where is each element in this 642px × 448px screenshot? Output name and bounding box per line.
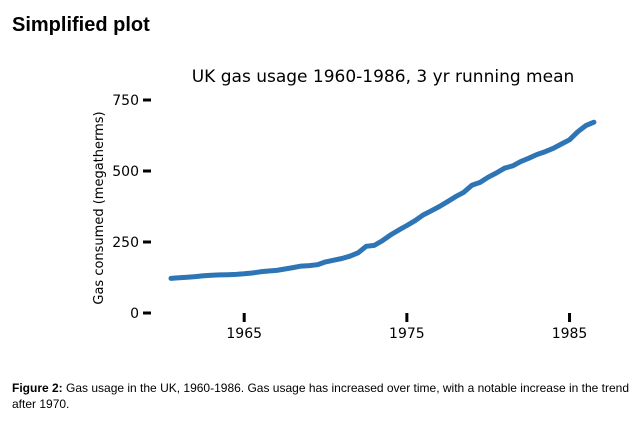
y-tick-label: 0	[130, 306, 139, 322]
y-axis: 0 250 500 750	[112, 93, 151, 322]
page-heading: Simplified plot	[12, 14, 150, 36]
y-axis-label: Gas consumed (megatherms)	[92, 111, 107, 304]
y-tick-label: 500	[112, 164, 139, 180]
x-tick-label: 1965	[226, 326, 262, 342]
x-axis: 1965 1975 1985	[226, 313, 587, 342]
y-tick-label: 250	[112, 235, 139, 251]
caption-text: Gas usage in the UK, 1960-1986. Gas usag…	[12, 381, 630, 411]
series-line	[168, 119, 597, 281]
caption-label: Figure 2:	[12, 381, 63, 395]
figure-caption: Figure 2: Gas usage in the UK, 1960-1986…	[12, 380, 630, 412]
x-tick-label: 1975	[389, 326, 425, 342]
x-tick-label: 1985	[552, 326, 588, 342]
y-tick-label: 750	[112, 93, 139, 109]
chart-title: UK gas usage 1960-1986, 3 yr running mea…	[192, 67, 575, 87]
line-chart: UK gas usage 1960-1986, 3 yr running mea…	[92, 67, 597, 342]
